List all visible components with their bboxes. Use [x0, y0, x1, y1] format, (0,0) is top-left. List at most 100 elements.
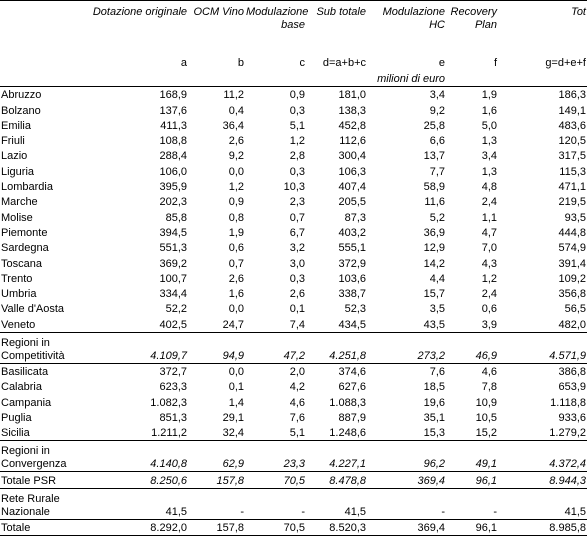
- value-cell: 9,2: [429, 104, 445, 117]
- value-cell: 15,3: [423, 427, 445, 440]
- value-cell: 6,7: [289, 226, 305, 239]
- value-cell: 0,6: [228, 242, 244, 255]
- value-cell: 0,3: [289, 165, 305, 178]
- value-cell: 106,0: [159, 165, 187, 178]
- value-cell: 0,3: [289, 272, 305, 285]
- value-cell: 14,2: [423, 257, 445, 270]
- value-cell: 1,9: [228, 226, 244, 239]
- value-cell: 109,2: [558, 272, 586, 285]
- value-cell: 369,4: [367, 518, 446, 536]
- value-cell: -: [245, 487, 306, 520]
- value-cell: 623,3: [159, 381, 187, 394]
- value-cell: 5,2: [429, 211, 445, 224]
- table-row: Veneto 402,5 24,7 7,4 434,5 43,5 3,9 482,0: [0, 316, 587, 332]
- value-cell: 300,4: [338, 150, 366, 163]
- value-cell: 36,9: [423, 226, 445, 239]
- value-cell: 168,9: [159, 89, 187, 102]
- table-row: Calabria 623,3 0,1 4,2 627,6 18,5 7,8 653,9: [0, 379, 587, 394]
- value-cell: 411,3: [160, 119, 187, 132]
- formula-cell: e: [438, 57, 445, 69]
- value-cell: 369,4: [367, 471, 446, 489]
- value-cell: 56,5: [564, 303, 586, 316]
- value-cell: 41,5: [80, 487, 188, 520]
- value-cell: 887,9: [338, 411, 366, 424]
- value-cell: 100,7: [159, 272, 187, 285]
- value-cell: 4,8: [481, 181, 497, 194]
- value-cell: 1.211,2: [151, 427, 187, 440]
- table-row: Liguria 106,0 0,0 0,3 106,3 7,7 1,3 115,3: [0, 163, 587, 178]
- value-cell: 356,8: [558, 288, 586, 301]
- formula-cell: f: [493, 57, 497, 69]
- value-cell: 1,9: [481, 89, 497, 102]
- value-cell: 851,3: [159, 411, 187, 424]
- value-cell: 4.227,1: [306, 440, 367, 473]
- row-label: Lombardia: [1, 181, 53, 194]
- row-label: Basilicata: [1, 366, 49, 379]
- row-label: Rete Rurale Nazionale: [0, 487, 80, 520]
- value-cell: 0,0: [228, 165, 244, 178]
- row-label: Marche: [1, 196, 38, 209]
- value-cell: 202,3: [159, 196, 187, 209]
- value-cell: 47,2: [245, 331, 306, 364]
- header-cell: Tot: [571, 6, 586, 18]
- value-cell: 46,9: [446, 331, 498, 364]
- value-cell: 1,3: [481, 165, 497, 178]
- unit-cell: milioni di euro: [245, 70, 446, 87]
- value-cell: 137,6: [159, 104, 187, 117]
- unit-cell: [0, 70, 80, 87]
- value-cell: 4,2: [289, 381, 305, 394]
- value-cell: 0,9: [228, 196, 244, 209]
- row-label: Lazio: [1, 150, 28, 163]
- table-row: Regioni in Convergenza 4.140,8 62,9 23,3 4.2…: [0, 440, 587, 473]
- value-cell: 29,1: [222, 411, 244, 424]
- value-cell: 87,3: [344, 211, 366, 224]
- value-cell: 4.251,8: [306, 331, 367, 364]
- value-cell: 0,7: [289, 211, 305, 224]
- table-row: Sardegna 551,3 0,6 3,2 555,1 12,9 7,0 574,9: [0, 240, 587, 255]
- value-cell: 15,7: [423, 288, 445, 301]
- value-cell: 62,9: [188, 440, 245, 473]
- value-cell: 10,5: [475, 411, 497, 424]
- value-cell: 49,1: [446, 440, 498, 473]
- value-cell: 2,4: [481, 288, 497, 301]
- value-cell: 10,3: [283, 181, 305, 194]
- row-label: Sicilia: [1, 427, 30, 440]
- table-row: Emilia 411,3 36,4 5,1 452,8 25,8 5,0 483,6: [0, 118, 587, 133]
- table-row: Abruzzo 168,9 11,2 0,9 181,0 3,4 1,9 186,3: [0, 87, 587, 103]
- value-cell: 452,8: [338, 119, 366, 132]
- value-cell: 138,3: [338, 104, 366, 117]
- table-row: Molise 85,8 0,8 0,7 87,3 5,2 1,1 93,5: [0, 209, 587, 224]
- table-row: Regioni in Competitività 4.109,7 94,9 47,2 4…: [0, 331, 587, 364]
- value-cell: 181,0: [338, 89, 366, 102]
- value-cell: 32,4: [222, 427, 244, 440]
- value-cell: 4,6: [289, 396, 305, 409]
- row-label: Valle d'Aosta: [1, 303, 65, 316]
- value-cell: 94,9: [188, 331, 245, 364]
- value-cell: 471,1: [558, 181, 586, 194]
- table-row: Lombardia 395,9 1,2 10,3 407,4 58,9 4,8 471,1: [0, 179, 587, 194]
- value-cell: 2,6: [289, 288, 305, 301]
- row-label: Campania: [1, 396, 52, 409]
- formula-cell: g=d+e+f: [545, 57, 586, 69]
- value-cell: 108,8: [159, 135, 187, 148]
- value-cell: 2,8: [289, 150, 305, 163]
- value-cell: 24,7: [222, 318, 244, 331]
- value-cell: 4,4: [429, 272, 445, 285]
- value-cell: 0,1: [228, 381, 244, 394]
- table-row: Bolzano 137,6 0,4 0,3 138,3 9,2 1,6 149,1: [0, 102, 587, 117]
- row-label: Bolzano: [1, 104, 41, 117]
- value-cell: 10,9: [475, 396, 497, 409]
- value-cell: 186,3: [558, 89, 586, 102]
- value-cell: 58,9: [423, 181, 445, 194]
- header-row: Dotazione originale OCM Vino Modulazione b…: [0, 1, 587, 53]
- value-cell: 1.248,6: [329, 427, 366, 440]
- value-cell: 85,8: [165, 211, 187, 224]
- row-label: Sardegna: [1, 242, 49, 255]
- table-row: Piemonte 394,5 1,9 6,7 403,2 36,9 4,7 444,8: [0, 225, 587, 240]
- row-label: Calabria: [1, 381, 42, 394]
- value-cell: 96,2: [367, 440, 446, 473]
- value-cell: 96,1: [446, 471, 498, 489]
- value-cell: 7,7: [429, 165, 445, 178]
- value-cell: 96,1: [446, 518, 498, 536]
- row-label: Molise: [1, 211, 33, 224]
